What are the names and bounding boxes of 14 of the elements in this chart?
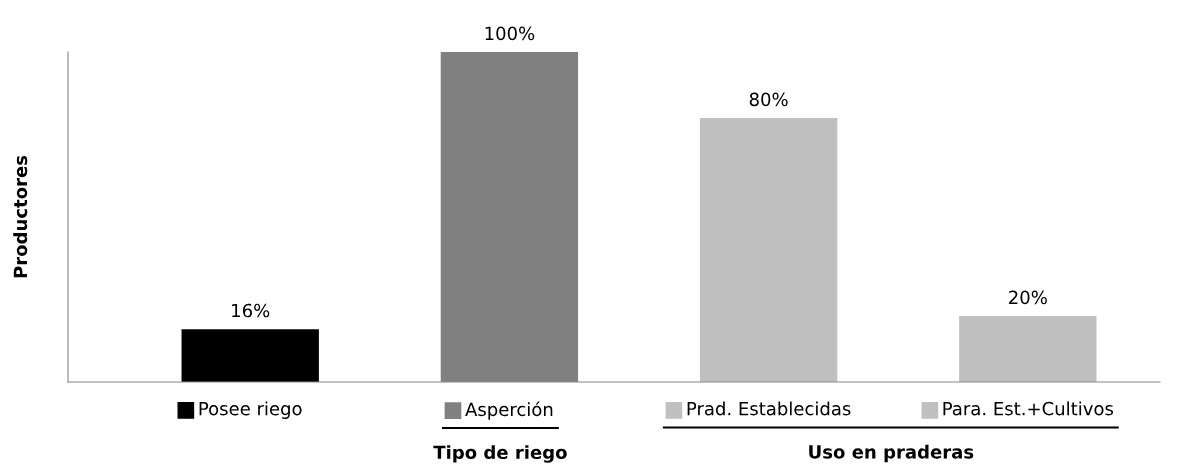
x-tick-label: Prad. Establecidas [687, 401, 851, 416]
text: Uso en praderas [809, 444, 974, 463]
bar [959, 316, 1097, 382]
data-label: 16% [232, 303, 270, 318]
x-tick-label: Posee riego [199, 401, 302, 419]
data-label: 100% [485, 26, 535, 41]
data-label: 20% [1009, 290, 1047, 305]
y-axis-title: Productores [13, 155, 28, 278]
data-label: 80% [749, 92, 788, 107]
bar [699, 118, 838, 382]
text: Tipo de riego [433, 445, 567, 463]
bar [181, 329, 319, 382]
x-tick-label: Para. Est.+Cultivos [943, 401, 1114, 416]
x-tick-label: Asperción [465, 401, 553, 420]
